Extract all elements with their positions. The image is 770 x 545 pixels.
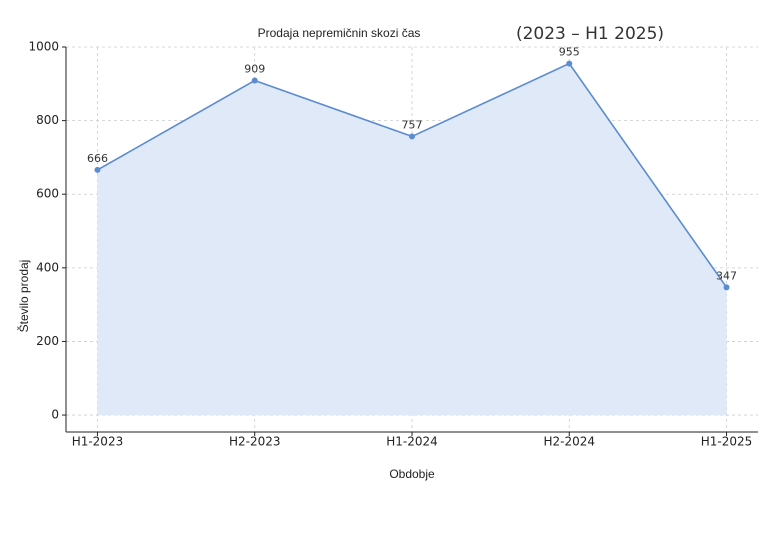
point (409, 133, 415, 140)
y-tick-label: 600 (36, 187, 59, 201)
point (94, 166, 101, 173)
value-label: 909 (244, 62, 265, 75)
y-tick-label: 800 (36, 113, 59, 127)
y-axis-label: Število prodaj (16, 260, 31, 333)
x-tick-label: H2-2023 (229, 435, 281, 449)
x-axis-label: Obdobje (389, 467, 435, 481)
y-tick-label: 0 (51, 408, 59, 422)
point (251, 77, 258, 84)
x-tick-label: H1-2023 (72, 435, 124, 449)
x-tick-label: H1-2024 (386, 435, 438, 449)
chart-subtitle: (2023 – H1 2025) (516, 24, 664, 44)
value-label: 955 (559, 46, 580, 59)
y-tick-label: 400 (36, 260, 59, 274)
area (97, 63, 727, 416)
x-tick-label: H2-2024 (544, 435, 596, 449)
value-label: 347 (716, 269, 737, 282)
chart-title: Prodaja nepremičnin skozi čas (258, 26, 421, 40)
value-label: 666 (87, 152, 108, 165)
y-tick-label: 1000 (28, 40, 59, 54)
value-label: 757 (402, 118, 423, 131)
x-tick-label: H1-2025 (701, 435, 753, 449)
point (723, 284, 730, 291)
point (566, 60, 573, 67)
y-tick-label: 200 (36, 334, 59, 348)
